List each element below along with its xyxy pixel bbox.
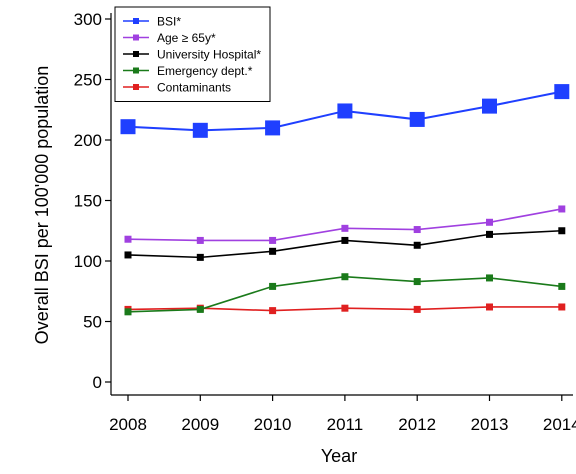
data-point bbox=[413, 278, 421, 286]
x-tick-label: 2010 bbox=[254, 415, 292, 434]
y-tick-label: 200 bbox=[74, 131, 102, 150]
data-point bbox=[486, 230, 493, 238]
y-tick-label: 50 bbox=[83, 313, 102, 332]
data-point bbox=[341, 304, 349, 312]
legend-label: Contaminants bbox=[157, 81, 231, 95]
legend: BSI* Age ≥ 65y* University Hospital* Emerge… bbox=[114, 6, 271, 102]
data-point bbox=[486, 303, 493, 311]
data-point bbox=[124, 251, 132, 259]
data-point bbox=[120, 119, 136, 135]
series-line bbox=[127, 229, 562, 259]
x-tick-label: 2014 bbox=[543, 415, 576, 434]
legend-swatch-marker bbox=[133, 34, 139, 41]
data-point bbox=[486, 274, 493, 282]
data-point bbox=[413, 241, 421, 249]
y-tick-label: 100 bbox=[74, 252, 102, 271]
data-point bbox=[269, 307, 277, 315]
x-tick-label: 2009 bbox=[181, 415, 219, 434]
legend-label: University Hospital* bbox=[157, 48, 261, 62]
data-point bbox=[124, 235, 132, 243]
series-emergency-dept bbox=[124, 273, 566, 316]
x-tick-label: 2011 bbox=[327, 415, 364, 434]
data-point bbox=[124, 308, 132, 316]
data-point bbox=[558, 303, 566, 311]
legend-swatch-marker bbox=[133, 67, 139, 74]
series-line bbox=[127, 208, 562, 242]
data-point bbox=[269, 282, 277, 290]
series-university-hospital bbox=[124, 227, 566, 261]
legend-label: BSI* bbox=[157, 15, 181, 29]
data-point bbox=[482, 98, 497, 114]
data-point bbox=[409, 111, 425, 127]
legend-swatch-marker bbox=[133, 51, 139, 57]
data-point bbox=[269, 247, 277, 255]
series-bsi bbox=[120, 84, 570, 138]
data-point bbox=[341, 236, 349, 244]
data-point bbox=[196, 253, 204, 261]
y-tick-label: 300 bbox=[74, 10, 102, 29]
data-point bbox=[196, 305, 204, 313]
data-point bbox=[558, 227, 566, 235]
data-point bbox=[413, 305, 421, 313]
data-point bbox=[192, 122, 208, 138]
data-point bbox=[337, 103, 353, 119]
data-point bbox=[558, 205, 566, 213]
y-axis-title: Overall BSI per 100'000 population bbox=[32, 66, 52, 345]
data-point bbox=[558, 282, 566, 290]
data-point bbox=[413, 226, 421, 234]
data-point bbox=[269, 236, 277, 244]
x-tick-label: 2012 bbox=[398, 415, 436, 434]
series-age-65y bbox=[124, 205, 566, 244]
legend-label: Emergency dept.* bbox=[157, 64, 253, 78]
axes: 0 50 100 150 200 250 300 2008 2009 2010 2011 2012 20… bbox=[74, 10, 576, 434]
data-point bbox=[554, 84, 570, 100]
legend-swatch-marker bbox=[133, 18, 139, 24]
data-point bbox=[486, 218, 493, 226]
x-axis-title: Year bbox=[321, 446, 357, 466]
y-tick-label: 250 bbox=[74, 71, 102, 90]
y-tick-label: 150 bbox=[74, 192, 102, 211]
y-tick-label: 0 bbox=[93, 373, 102, 392]
series-layer bbox=[120, 84, 570, 316]
data-point bbox=[196, 236, 204, 244]
legend-label: Age ≥ 65y* bbox=[157, 31, 216, 45]
x-tick-label: 2008 bbox=[109, 415, 147, 434]
series-contaminants bbox=[124, 303, 566, 315]
x-tick-label: 2013 bbox=[471, 415, 509, 434]
data-point bbox=[341, 224, 349, 232]
data-point bbox=[265, 120, 281, 136]
data-point bbox=[341, 273, 349, 281]
legend-swatch-marker bbox=[133, 84, 139, 90]
